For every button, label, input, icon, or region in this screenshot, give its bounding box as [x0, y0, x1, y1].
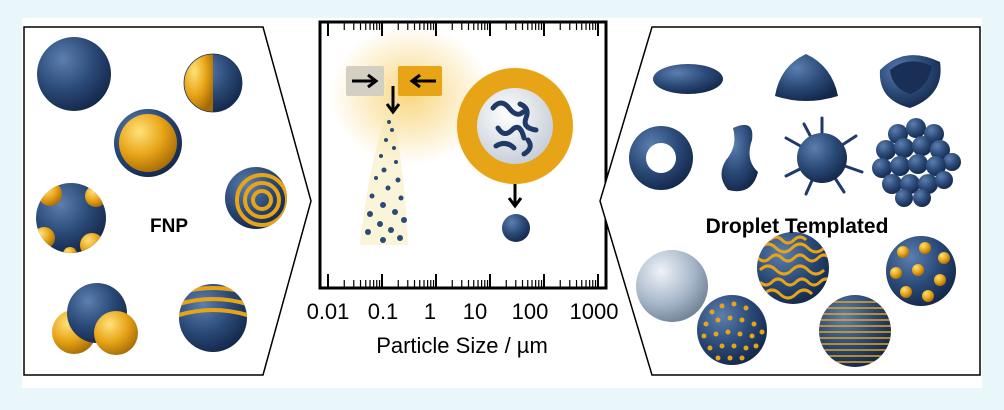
bowl-particle	[879, 55, 941, 108]
tick-label-0.01: 0.01	[307, 299, 350, 324]
oblate-spheroid	[653, 64, 723, 94]
chart-frame	[318, 20, 608, 290]
striped-sphere	[179, 284, 247, 352]
right-arrow-icon	[352, 73, 379, 89]
labyrinth-sphere	[757, 232, 829, 304]
tick-label-100: 100	[512, 299, 549, 324]
raspberry-cluster	[872, 118, 961, 207]
axis-title: Particle Size / µm	[376, 333, 548, 358]
emulsion-droplet	[453, 64, 577, 188]
domed-particle	[775, 54, 838, 101]
torus-particle	[629, 126, 693, 190]
core-shell-sphere	[114, 109, 182, 177]
precipitation-plume	[360, 118, 408, 245]
polka-dot-sphere	[886, 236, 956, 306]
tick-label-1: 1	[424, 299, 436, 324]
snowman-cluster	[52, 283, 138, 355]
onion-layered-sphere	[225, 167, 287, 229]
center-chart	[318, 20, 608, 290]
droplet-templated-label: Droplet Templated	[706, 215, 889, 238]
fnp-label: FNP	[150, 216, 188, 237]
tick-label-10: 10	[463, 299, 487, 324]
speckled-sphere	[697, 295, 767, 365]
silver-sphere	[636, 250, 708, 322]
tick-label-0.1: 0.1	[368, 299, 399, 324]
janus-sphere	[183, 53, 243, 113]
down-arrow-icon	[385, 86, 401, 115]
axis-tick-labels: 0.01 0.1 1 10 100 1000	[307, 299, 619, 324]
log-axis-ticks	[327, 22, 599, 288]
solid-navy-sphere	[37, 37, 111, 111]
spiky-particle	[784, 116, 864, 196]
twisted-particle	[721, 124, 758, 192]
dried-particle	[502, 214, 530, 242]
tick-label-1000: 1000	[570, 299, 619, 324]
down-arrow-icon	[507, 184, 523, 209]
droplet-particles	[629, 54, 961, 367]
left-arrow-icon	[409, 73, 436, 89]
